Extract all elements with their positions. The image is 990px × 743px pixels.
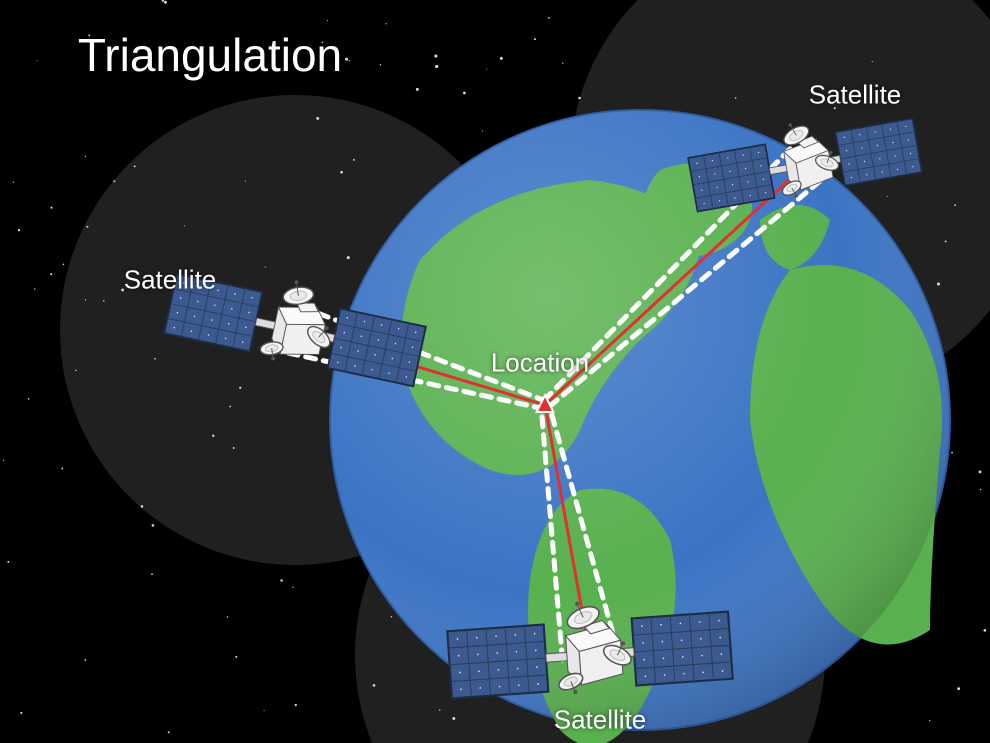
location-label: Location: [491, 348, 589, 379]
sat-left-label: Satellite: [124, 265, 217, 296]
sat-bottom-label: Satellite: [554, 705, 647, 736]
sat-top-right-label: Satellite: [809, 80, 902, 111]
diagram-stage: Triangulation Location Satellite Satellite S…: [0, 0, 990, 743]
title-text: Triangulation: [78, 28, 342, 82]
